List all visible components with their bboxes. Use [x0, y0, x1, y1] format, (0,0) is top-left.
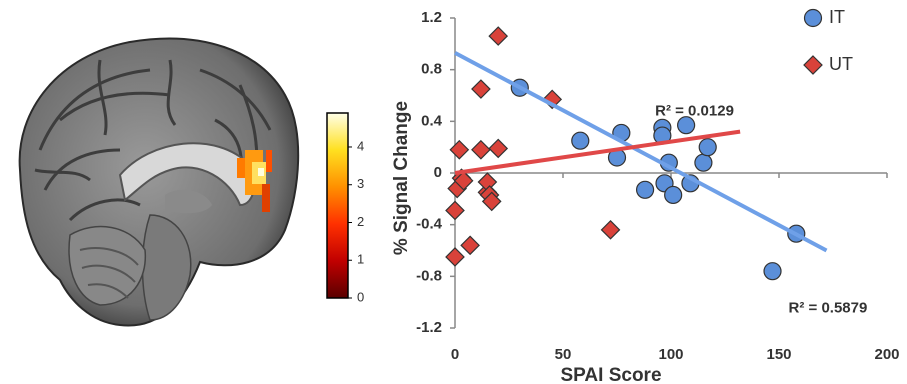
y-tick-label: -1.2	[416, 319, 442, 336]
colorbar: 0 1 2 3 4	[327, 113, 364, 304]
data-point	[489, 139, 507, 157]
x-tick-label: 100	[658, 346, 683, 363]
x-tick-label: 150	[766, 346, 791, 363]
data-point	[764, 263, 781, 280]
y-tick-label: 0.8	[421, 61, 442, 78]
figure: 0 1 2 3 4 -1.2 -0.8 -0.4 0 0.4 0.8 1.2 0 50 100 150 200…	[0, 0, 907, 384]
trend-line	[455, 53, 827, 251]
data-point	[472, 80, 490, 98]
brain-image	[20, 39, 299, 326]
data-point	[699, 139, 716, 156]
legend-label: UT	[829, 54, 853, 74]
data-point	[489, 27, 507, 45]
colorbar-tick-label: 3	[357, 176, 364, 191]
x-tick-label: 200	[874, 346, 899, 363]
y-tick-label: 1.2	[421, 9, 442, 26]
colorbar-scale	[327, 113, 348, 298]
colorbar-tick-label: 2	[357, 214, 364, 229]
scatter-plot: -1.2 -0.8 -0.4 0 0.4 0.8 1.2 0 50 100 150 200 SPAI S…	[391, 7, 900, 384]
x-axis-label: SPAI Score	[560, 365, 661, 384]
y-tick-label: 0.4	[421, 112, 443, 129]
colorbar-tick-label: 4	[357, 138, 364, 153]
legend-label: IT	[829, 7, 845, 27]
data-point	[637, 181, 654, 198]
y-tick-label: -0.8	[416, 267, 442, 284]
data-point	[472, 141, 490, 159]
r-squared-label: R² = 0.5879	[789, 299, 868, 316]
colorbar-tick-label: 0	[357, 289, 364, 304]
data-point	[446, 248, 464, 266]
data-point	[665, 186, 682, 203]
data-point	[461, 236, 479, 254]
data-point	[695, 154, 712, 171]
x-tick-label: 0	[451, 346, 459, 363]
colorbar-tick-label: 1	[357, 252, 364, 267]
legend-marker	[804, 56, 822, 74]
y-tick-label: 0	[434, 164, 442, 181]
data-point	[572, 132, 589, 149]
r-squared-label: R² = 0.0129	[655, 103, 734, 120]
y-tick-label: -0.4	[416, 216, 443, 233]
data-point	[446, 201, 464, 219]
data-point	[450, 141, 468, 159]
data-point	[602, 221, 620, 239]
y-axis-label: % Signal Change	[391, 101, 412, 255]
x-tick-label: 50	[555, 346, 572, 363]
legend-marker	[805, 10, 822, 27]
